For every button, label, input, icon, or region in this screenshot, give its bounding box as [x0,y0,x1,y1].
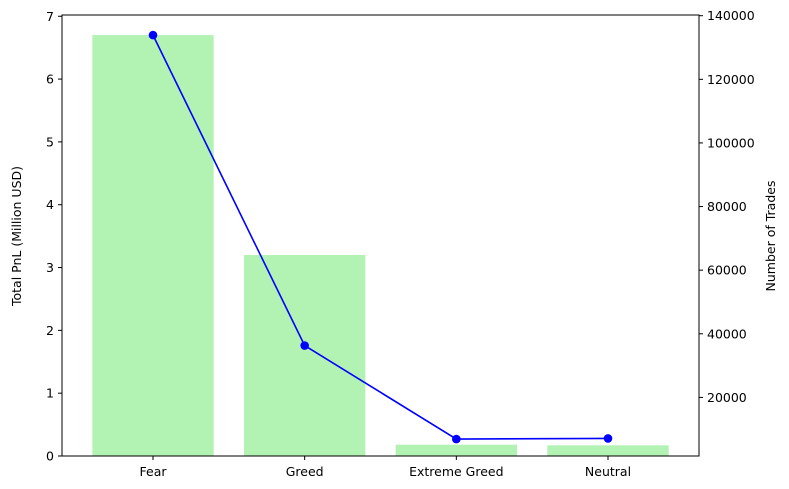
trades-point-fear [148,30,158,40]
right-tick-label: 140000 [707,8,755,23]
x-axis-ticks: Fear Greed Extreme Greed Neutral [140,456,631,479]
left-tick-label: 4 [46,197,54,212]
left-tick-label: 5 [46,134,54,149]
right-tick-label: 60000 [707,263,747,278]
right-tick-label: 40000 [707,326,747,341]
bar-neutral [547,445,669,456]
x-tick-label: Neutral [585,464,631,479]
bar-fear [92,35,214,456]
right-axis-ticks: 20000 40000 60000 80000 100000 120000 140000 [699,8,755,405]
right-axis-title: Number of Trades [763,181,778,292]
left-tick-label: 2 [46,323,54,338]
trades-point-greed [300,341,309,350]
bar-extreme-greed [395,444,517,456]
trades-point-extreme-greed [452,434,461,444]
right-tick-label: 100000 [707,135,755,150]
line-series [148,30,613,444]
left-axis-ticks: 0 1 2 3 4 5 6 7 [46,9,62,464]
trades-point-neutral [603,434,613,443]
x-tick-label: Fear [140,464,168,479]
x-tick-label: Greed [286,464,324,479]
right-tick-label: 120000 [707,72,755,87]
right-tick-label: 20000 [707,390,747,405]
trades-line [152,34,609,440]
left-tick-label: 0 [46,449,54,464]
x-tick-label: Extreme Greed [409,464,503,479]
left-tick-label: 3 [46,260,54,275]
left-tick-label: 6 [46,72,54,87]
left-tick-label: 7 [46,9,54,24]
left-tick-label: 1 [46,386,54,401]
left-axis-title: Total PnL (Million USD) [9,166,24,307]
bar-series [92,35,669,456]
bar-greed [244,254,366,456]
plot-frame [61,14,700,457]
right-tick-label: 80000 [707,199,747,214]
